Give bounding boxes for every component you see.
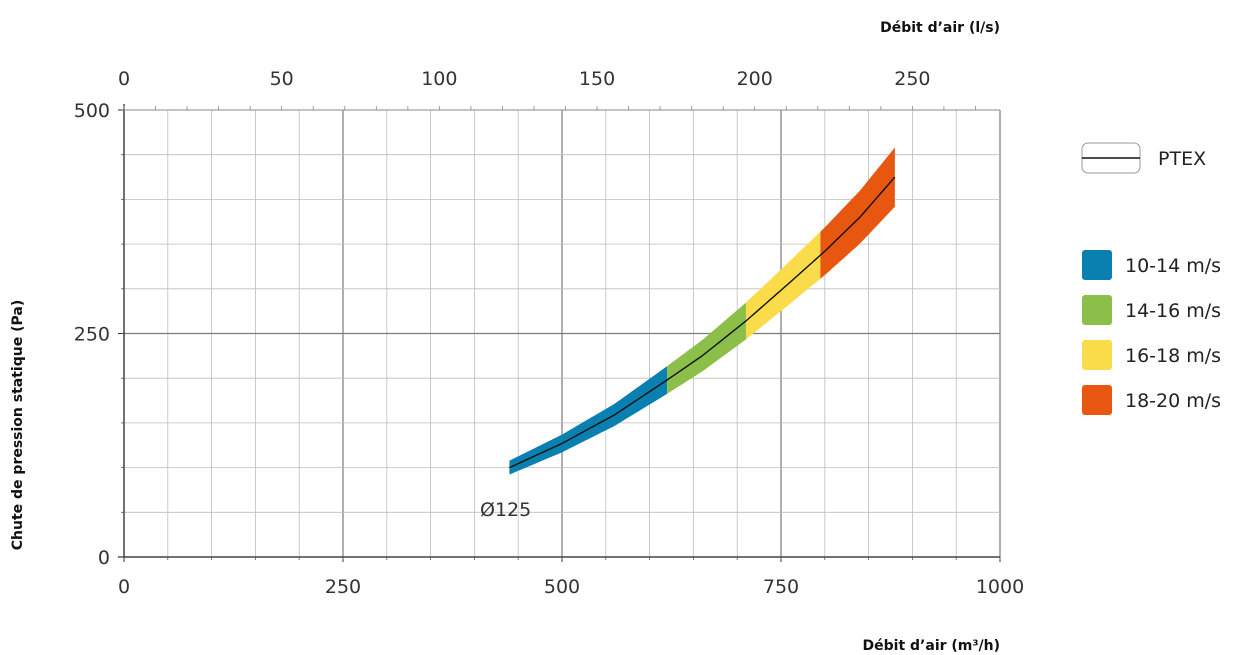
x2-tick-label: 100 xyxy=(421,68,457,90)
series-lines xyxy=(509,176,896,469)
x2-tick-label: 200 xyxy=(737,68,773,90)
legend-swatch xyxy=(1082,250,1112,280)
legend-label: 10-14 m/s xyxy=(1125,255,1221,277)
legend-label: 16-18 m/s xyxy=(1125,345,1221,367)
x2-tick-label: 250 xyxy=(894,68,930,90)
x-tick-label: 250 xyxy=(325,576,361,598)
velocity-band xyxy=(509,366,668,475)
velocity-bands xyxy=(509,147,895,475)
x2-tick-label: 50 xyxy=(270,68,294,90)
legend-label: PTEX xyxy=(1158,148,1206,170)
y-axis-title: Chute de pression statique (Pa) xyxy=(10,300,26,550)
x-tick-label: 0 xyxy=(118,576,130,598)
ptex-line xyxy=(509,176,896,469)
legend-swatch xyxy=(1082,385,1112,415)
legend: PTEX 10-14 m/s 14-16 m/s 16-18 m/s 18-20 m/s xyxy=(1081,142,1221,415)
x-tick-label: 750 xyxy=(763,576,799,598)
velocity-band xyxy=(745,231,821,340)
legend-label: 18-20 m/s xyxy=(1125,390,1221,412)
y-tick-label: 0 xyxy=(98,547,110,569)
x-tick-label: 500 xyxy=(544,576,580,598)
velocity-band xyxy=(667,302,746,394)
grid xyxy=(123,109,1001,558)
legend-swatch xyxy=(1082,295,1112,325)
y-tick-label: 500 xyxy=(74,100,110,122)
x-tick-label: 1000 xyxy=(976,576,1024,598)
y-tick-label: 250 xyxy=(74,324,110,346)
axes: 0 250 500 750 1000 0 50 100 150 200 250 0 250 500 xyxy=(74,68,1024,598)
legend-label: 14-16 m/s xyxy=(1125,300,1221,322)
x2-tick-label: 150 xyxy=(579,68,615,90)
x-axis-title: Débit d’air (m³/h) xyxy=(863,638,1000,654)
legend-swatch xyxy=(1082,340,1112,370)
diameter-annotation: Ø125 xyxy=(480,499,531,521)
x2-tick-label: 0 xyxy=(118,68,130,90)
velocity-band xyxy=(820,147,895,279)
x2-axis-title: Débit d’air (l/s) xyxy=(880,20,1000,36)
